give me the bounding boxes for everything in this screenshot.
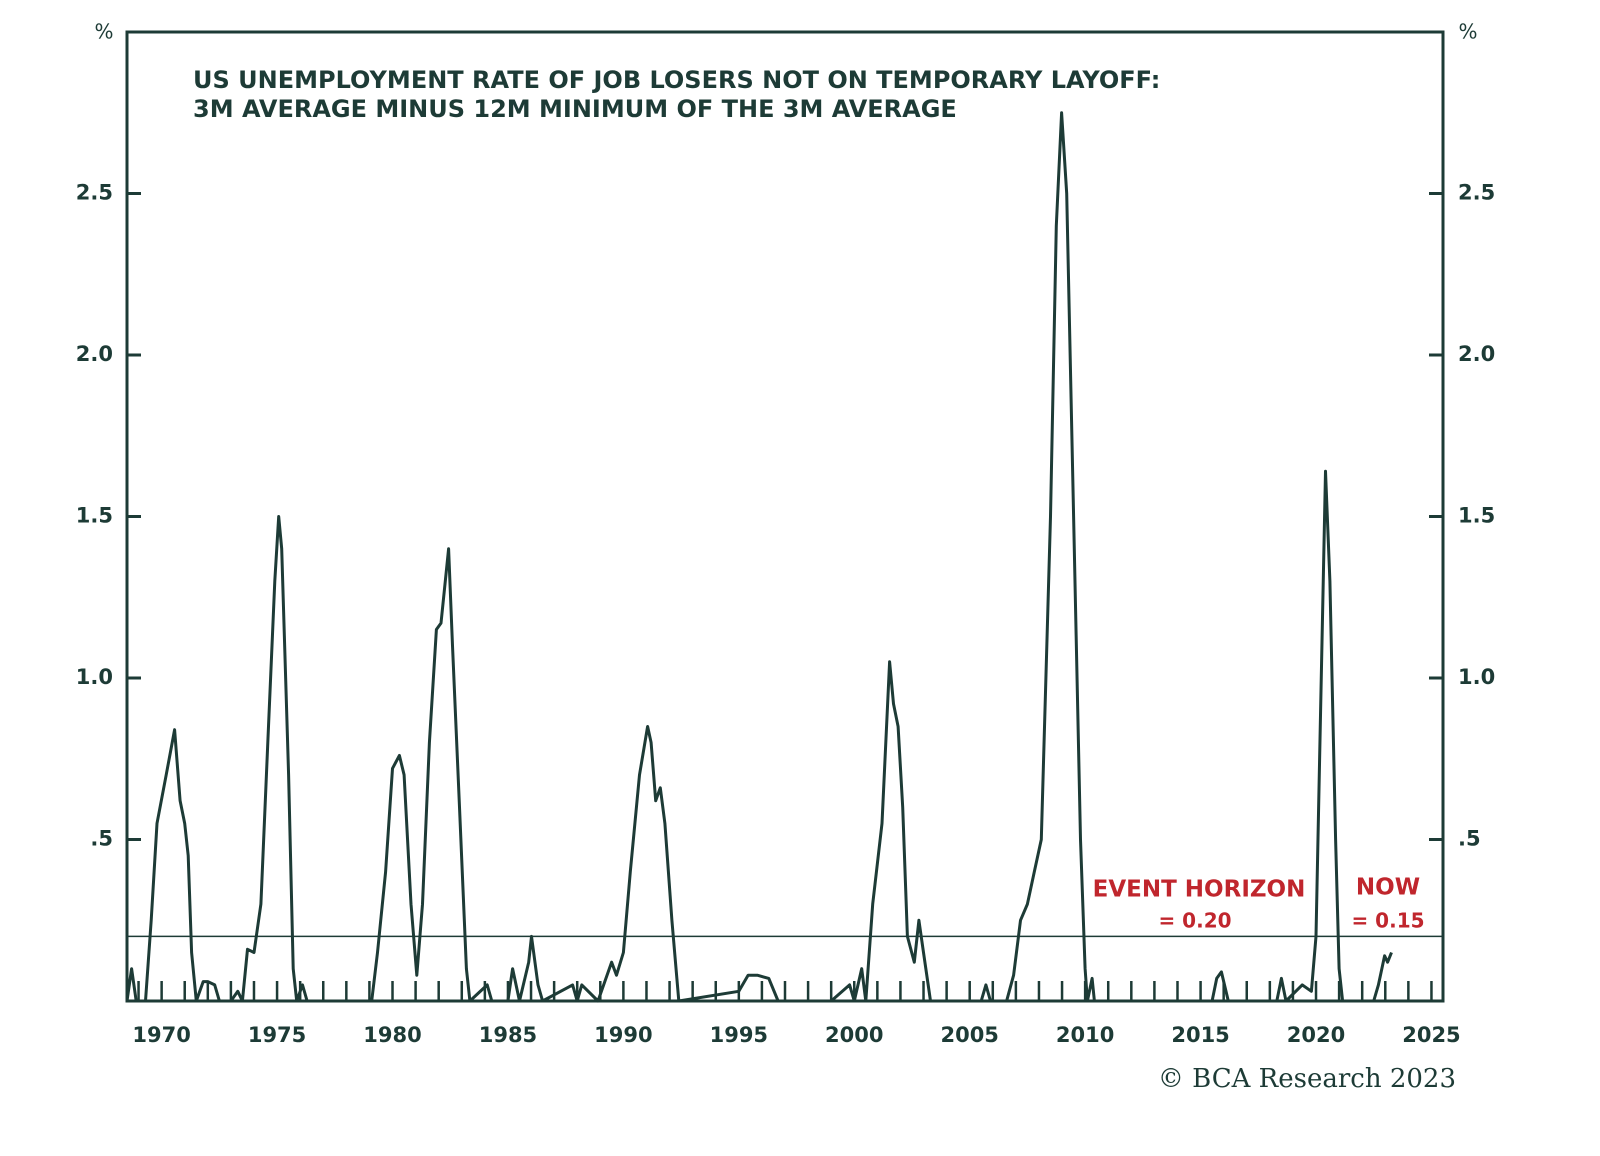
chart-title: 3M AVERAGE MINUS 12M MINIMUM OF THE 3M A… <box>193 95 957 123</box>
threshold-label: EVENT HORIZON <box>1093 877 1306 903</box>
now-value-label: = 0.15 <box>1351 909 1424 933</box>
y2-tick-label: 1.0 <box>1458 665 1495 689</box>
x-tick-label: 1985 <box>479 1023 537 1047</box>
now-label: NOW <box>1356 875 1420 901</box>
y-axis-unit: % <box>94 20 113 44</box>
y-tick-label: 2.5 <box>76 181 113 205</box>
y-tick-label: 1.5 <box>76 504 113 528</box>
x-tick-label: 1975 <box>248 1023 306 1047</box>
x-tick-label: 2020 <box>1287 1023 1345 1047</box>
x-tick-label: 2010 <box>1056 1023 1114 1047</box>
y2-tick-label: 1.5 <box>1458 504 1495 528</box>
plot-frame <box>125 30 1445 1003</box>
x-tick-label: 2000 <box>825 1023 883 1047</box>
y2-axis-unit: % <box>1458 20 1477 44</box>
chart-title: US UNEMPLOYMENT RATE OF JOB LOSERS NOT O… <box>193 66 1160 94</box>
y2-tick-label: .5 <box>1458 827 1481 851</box>
x-tick-label: 1970 <box>132 1023 190 1047</box>
x-tick-label: 1995 <box>710 1023 768 1047</box>
x-tick-label: 2025 <box>1402 1023 1460 1047</box>
x-tick-label: 2015 <box>1171 1023 1229 1047</box>
threshold-value-label: = 0.20 <box>1158 909 1231 933</box>
x-tick-label: 1980 <box>363 1023 421 1047</box>
y-tick-label: 2.0 <box>76 342 113 366</box>
y-tick-label: 1.0 <box>76 665 113 689</box>
x-tick-label: 2005 <box>940 1023 998 1047</box>
y2-tick-label: 2.5 <box>1458 181 1495 205</box>
y-tick-label: .5 <box>90 827 113 851</box>
x-tick-label: 1990 <box>594 1023 652 1047</box>
source: © BCA Research 2023 <box>1158 1064 1456 1094</box>
y2-tick-label: 2.0 <box>1458 342 1495 366</box>
line-series <box>125 111 1393 1003</box>
